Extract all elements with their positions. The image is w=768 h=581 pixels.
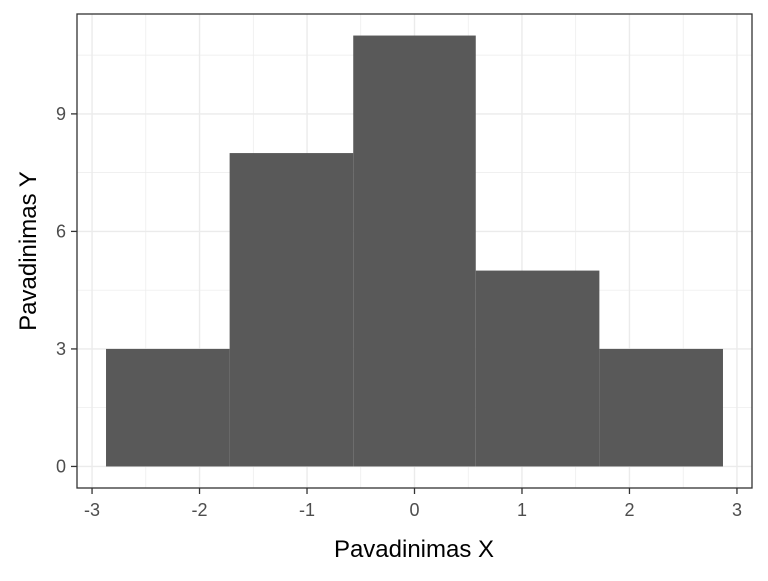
x-tick-label: -3 xyxy=(84,500,100,520)
histogram-bars xyxy=(106,35,723,467)
y-tick-label: 0 xyxy=(56,456,66,476)
x-tick-label: 2 xyxy=(624,500,634,520)
x-tick-label: 3 xyxy=(732,500,742,520)
x-axis-title: Pavadinimas X xyxy=(334,536,494,563)
histogram-bar xyxy=(229,153,354,467)
histogram-bar xyxy=(475,270,600,467)
x-tick-label: -2 xyxy=(192,500,208,520)
x-axis: -3 -2 -1 0 1 2 3 xyxy=(84,488,742,520)
y-axis: 0 3 6 9 xyxy=(56,104,77,476)
histogram-bar xyxy=(353,35,476,467)
x-tick-label: -1 xyxy=(299,500,315,520)
histogram-bar xyxy=(106,348,230,467)
y-tick-label: 9 xyxy=(56,104,66,124)
x-tick-label: 1 xyxy=(517,500,527,520)
y-axis-title: Pavadinimas Y xyxy=(15,171,42,331)
histogram-bar xyxy=(599,348,723,467)
y-tick-label: 3 xyxy=(56,339,66,359)
y-tick-label: 6 xyxy=(56,221,66,241)
x-tick-label: 0 xyxy=(409,500,419,520)
